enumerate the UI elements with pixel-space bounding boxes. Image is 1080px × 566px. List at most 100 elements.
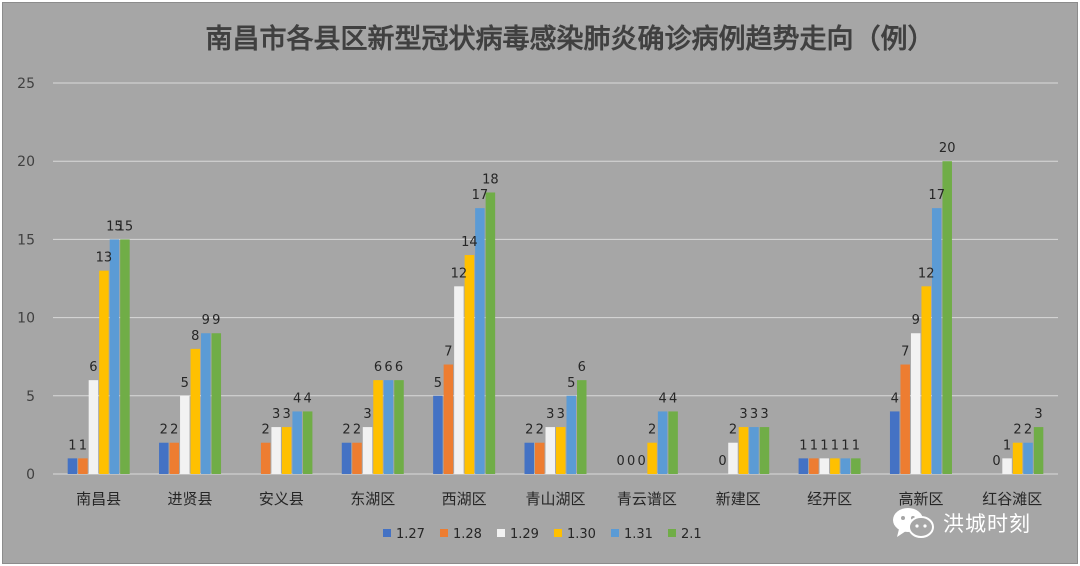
bar (1033, 427, 1044, 474)
legend-swatch (497, 529, 505, 537)
data-label: 2 (342, 423, 350, 438)
bar (99, 270, 109, 474)
data-label: 3 (272, 407, 280, 422)
data-label: 3 (557, 407, 565, 422)
data-label: 7 (901, 345, 909, 360)
bar (362, 427, 373, 474)
bar (668, 411, 678, 474)
legend-swatch (383, 529, 391, 537)
data-label: 3 (283, 407, 291, 422)
bar (809, 458, 819, 474)
data-label: 1 (68, 438, 76, 453)
bar (169, 442, 180, 474)
bar (271, 427, 281, 474)
data-label: 0 (627, 454, 635, 469)
data-label: 2 (353, 423, 361, 438)
bar (260, 442, 271, 474)
bar (738, 427, 749, 474)
legend-label: 2.1 (681, 527, 702, 542)
bar (201, 333, 211, 474)
bar (281, 427, 292, 474)
data-label: 2 (262, 423, 270, 438)
data-label: 9 (212, 313, 220, 328)
bar (535, 442, 545, 474)
bar (749, 427, 759, 474)
data-label: 17 (472, 188, 489, 203)
chart-title: 南昌市各县区新型冠状病毒感染肺炎确诊病例趋势走向（例） (206, 23, 935, 55)
data-label: 1 (831, 438, 839, 453)
bar (840, 458, 851, 474)
data-label: 7 (444, 345, 452, 360)
data-label: 6 (384, 360, 392, 375)
y-tick-label: 10 (17, 311, 35, 327)
bar (292, 411, 302, 474)
data-label: 3 (1034, 407, 1042, 422)
data-label: 15 (117, 219, 134, 234)
bar (180, 395, 190, 474)
legend-label: 1.30 (567, 527, 596, 542)
data-label: 4 (669, 391, 677, 406)
data-label: 15 (106, 219, 123, 234)
data-label: 2 (648, 423, 656, 438)
bar (556, 427, 566, 474)
y-axis: 0 5 10 15 20 25 (17, 76, 35, 483)
data-label: 2 (160, 423, 168, 438)
bar (373, 380, 383, 474)
data-label: 18 (482, 172, 499, 187)
data-label: 4 (293, 391, 301, 406)
data-label: 5 (181, 376, 189, 391)
data-label: 1 (799, 438, 807, 453)
data-label: 17 (928, 188, 945, 203)
data-label: 3 (546, 407, 554, 422)
y-tick-label: 0 (26, 467, 35, 483)
bar (728, 442, 738, 474)
data-label: 6 (578, 360, 586, 375)
data-label: 0 (992, 454, 1000, 469)
bar (352, 442, 362, 474)
bars (67, 161, 1044, 475)
legend-label: 1.31 (624, 527, 653, 542)
x-tick-label: 南昌县 (76, 490, 121, 508)
bar (759, 427, 770, 474)
bar (394, 380, 404, 474)
bar (78, 458, 88, 474)
legend-swatch (440, 529, 448, 537)
data-label: 2 (1024, 423, 1032, 438)
data-label: 1 (852, 438, 860, 453)
bar (383, 380, 394, 474)
bar (190, 348, 201, 474)
x-tick-label: 经开区 (807, 490, 852, 508)
bar (1002, 458, 1012, 474)
data-label: 14 (461, 235, 478, 250)
legend-label: 1.28 (453, 527, 482, 542)
y-tick-label: 25 (17, 76, 35, 92)
bar (798, 458, 809, 474)
data-label: 8 (191, 329, 199, 344)
bar (464, 255, 475, 474)
bar (942, 161, 952, 474)
bar (443, 364, 454, 474)
legend-swatch (554, 529, 562, 537)
bar (830, 458, 840, 474)
data-label: 2 (170, 423, 178, 438)
watermark-text: 洪城时刻 (943, 512, 1031, 536)
bar (577, 380, 587, 474)
x-tick-label: 东湖区 (350, 490, 395, 508)
data-label: 1 (79, 438, 87, 453)
data-label: 5 (434, 376, 442, 391)
data-label: 20 (939, 141, 956, 156)
x-tick-label: 红谷滩区 (982, 490, 1042, 508)
data-label: 6 (89, 360, 97, 375)
bar (851, 458, 861, 474)
bar (454, 286, 464, 474)
data-label: 1 (810, 438, 818, 453)
x-tick-label: 进贤县 (168, 490, 213, 508)
bar (921, 286, 931, 474)
bar (647, 442, 657, 474)
data-label: 0 (637, 454, 645, 469)
x-tick-label: 西湖区 (442, 490, 487, 508)
bar (1012, 442, 1023, 474)
data-label: 3 (363, 407, 371, 422)
data-label: 1 (1003, 438, 1011, 453)
data-label: 3 (739, 407, 747, 422)
